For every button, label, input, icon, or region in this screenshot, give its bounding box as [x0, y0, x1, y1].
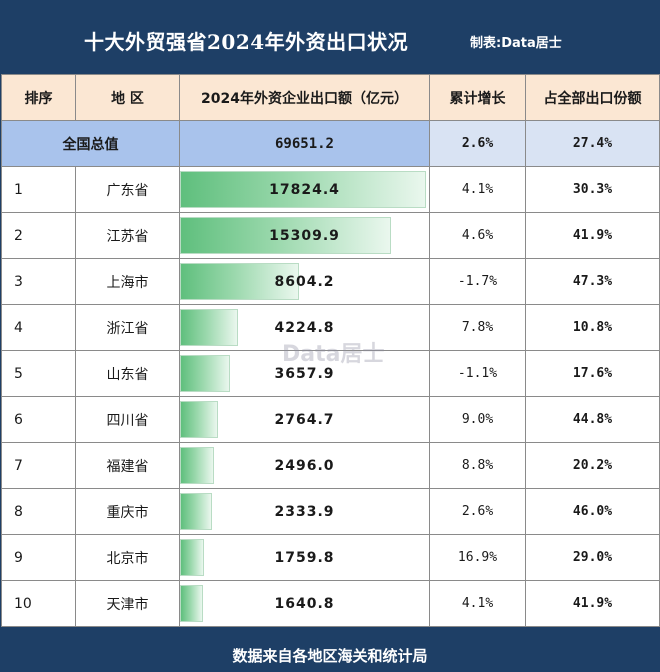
- col-header-region: 地 区: [75, 74, 180, 121]
- row-rank: 1: [1, 166, 76, 213]
- row-region: 重庆市: [75, 488, 180, 535]
- row-share: 30.3%: [525, 166, 660, 213]
- value-bar: [180, 539, 204, 576]
- row-value: 17824.4: [269, 181, 340, 198]
- row-rank: 6: [1, 396, 76, 443]
- total-row: 全国总值 69651.2 2.6% 27.4%: [1, 120, 660, 167]
- row-rank: 2: [1, 212, 76, 259]
- row-value-cell: 2764.7: [179, 396, 430, 443]
- row-value: 4224.8: [274, 319, 335, 336]
- row-share: 47.3%: [525, 258, 660, 305]
- row-region: 广东省: [75, 166, 180, 213]
- value-bar: [180, 447, 214, 484]
- row-region: 上海市: [75, 258, 180, 305]
- table-row: 3 上海市 8604.2 -1.7% 47.3%: [1, 258, 660, 305]
- row-share: 41.9%: [525, 212, 660, 259]
- table-row: 6 四川省 2764.7 9.0% 44.8%: [1, 396, 660, 443]
- row-growth: 2.6%: [429, 488, 526, 535]
- data-table: 排序 地 区 2024年外资企业出口额（亿元） 累计增长 占全部出口份额 全国总…: [1, 74, 660, 627]
- row-region: 北京市: [75, 534, 180, 581]
- row-rank: 7: [1, 442, 76, 489]
- row-value-cell: 2496.0: [179, 442, 430, 489]
- row-share: 10.8%: [525, 304, 660, 351]
- row-value-cell: 2333.9: [179, 488, 430, 535]
- row-share: 17.6%: [525, 350, 660, 397]
- row-value: 3657.9: [274, 365, 335, 382]
- table-row: 1 广东省 17824.4 4.1% 30.3%: [1, 166, 660, 213]
- row-share: 44.8%: [525, 396, 660, 443]
- total-value: 69651.2: [179, 120, 430, 167]
- row-value-cell: 1759.8: [179, 534, 430, 581]
- row-growth: 8.8%: [429, 442, 526, 489]
- row-growth: -1.1%: [429, 350, 526, 397]
- row-value: 2496.0: [274, 457, 335, 474]
- row-growth: -1.7%: [429, 258, 526, 305]
- row-value-cell: 15309.9: [179, 212, 430, 259]
- value-bar: [180, 263, 299, 300]
- source-footer: 数据来自各地区海关和统计局: [232, 647, 428, 665]
- row-rank: 5: [1, 350, 76, 397]
- table-row: 5 山东省 3657.9 -1.1% 17.6%: [1, 350, 660, 397]
- row-rank: 3: [1, 258, 76, 305]
- credit-label: 制表:Data居士: [470, 36, 562, 51]
- row-value-cell: 3657.9: [179, 350, 430, 397]
- row-value: 1640.8: [274, 595, 335, 612]
- row-value: 2764.7: [274, 411, 335, 428]
- row-rank: 8: [1, 488, 76, 535]
- row-share: 41.9%: [525, 580, 660, 627]
- row-region: 福建省: [75, 442, 180, 489]
- row-value-cell: 17824.4: [179, 166, 430, 213]
- table-row: 9 北京市 1759.8 16.9% 29.0%: [1, 534, 660, 581]
- row-region: 江苏省: [75, 212, 180, 259]
- row-growth: 4.1%: [429, 580, 526, 627]
- row-value: 15309.9: [269, 227, 340, 244]
- col-header-rank: 排序: [1, 74, 76, 121]
- row-rank: 10: [1, 580, 76, 627]
- row-share: 46.0%: [525, 488, 660, 535]
- value-bar: [180, 171, 426, 208]
- value-bar: [180, 309, 238, 346]
- row-region: 山东省: [75, 350, 180, 397]
- row-value-cell: 8604.2: [179, 258, 430, 305]
- total-label: 全国总值: [1, 120, 180, 167]
- chart-title: 十大外贸强省2024年外资出口状况: [84, 30, 409, 54]
- row-region: 四川省: [75, 396, 180, 443]
- value-bar: [180, 355, 230, 392]
- total-growth: 2.6%: [429, 120, 526, 167]
- row-share: 29.0%: [525, 534, 660, 581]
- col-header-share: 占全部出口份额: [525, 74, 660, 121]
- column-header-row: 排序 地 区 2024年外资企业出口额（亿元） 累计增长 占全部出口份额: [1, 74, 660, 121]
- value-bar: [180, 493, 212, 530]
- row-region: 浙江省: [75, 304, 180, 351]
- value-bar: [180, 585, 203, 622]
- value-bar: [180, 401, 218, 438]
- row-value: 2333.9: [274, 503, 335, 520]
- row-growth: 4.1%: [429, 166, 526, 213]
- value-bar: [180, 217, 391, 254]
- table-body: 排序 地 区 2024年外资企业出口额（亿元） 累计增长 占全部出口份额 全国总…: [1, 74, 660, 627]
- table-row: 7 福建省 2496.0 8.8% 20.2%: [1, 442, 660, 489]
- col-header-growth: 累计增长: [429, 74, 526, 121]
- row-rank: 9: [1, 534, 76, 581]
- row-value-cell: 4224.8: [179, 304, 430, 351]
- row-growth: 4.6%: [429, 212, 526, 259]
- row-rank: 4: [1, 304, 76, 351]
- table-row: 8 重庆市 2333.9 2.6% 46.0%: [1, 488, 660, 535]
- header-bar: 十大外贸强省2024年外资出口状况 制表:Data居士: [0, 0, 660, 74]
- table-row: 2 江苏省 15309.9 4.6% 41.9%: [1, 212, 660, 259]
- row-growth: 9.0%: [429, 396, 526, 443]
- row-growth: 16.9%: [429, 534, 526, 581]
- row-growth: 7.8%: [429, 304, 526, 351]
- table-row: 4 浙江省 4224.8 7.8% 10.8%: [1, 304, 660, 351]
- row-value: 1759.8: [274, 549, 335, 566]
- row-share: 20.2%: [525, 442, 660, 489]
- col-header-value: 2024年外资企业出口额（亿元）: [179, 74, 430, 121]
- total-share: 27.4%: [525, 120, 660, 167]
- row-value: 8604.2: [274, 273, 335, 290]
- table-row: 10 天津市 1640.8 4.1% 41.9%: [1, 580, 660, 627]
- row-region: 天津市: [75, 580, 180, 627]
- row-value-cell: 1640.8: [179, 580, 430, 627]
